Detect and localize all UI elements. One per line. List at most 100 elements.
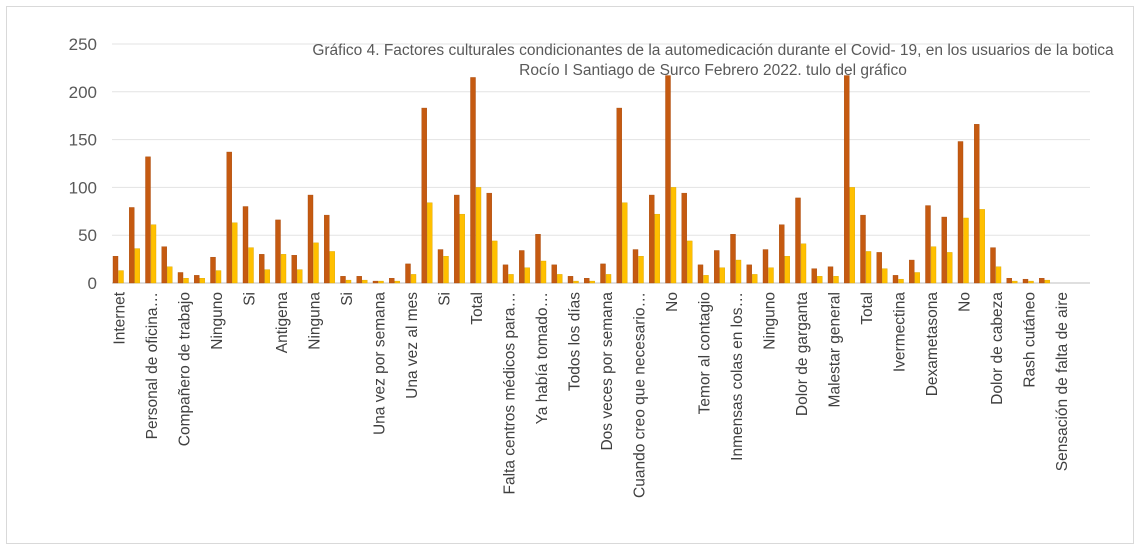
bar-yellow [589, 280, 595, 284]
x-tick-label: Rash cutáneo [1022, 292, 1039, 388]
x-tick-label: Cuando creo que necesario… [632, 292, 649, 498]
bar-yellow [394, 280, 400, 284]
bar-orange [389, 278, 395, 284]
bar-orange [827, 266, 834, 284]
bar-yellow [540, 260, 547, 284]
bar-yellow [573, 280, 579, 284]
bar-yellow [865, 251, 872, 284]
bar-orange [649, 194, 655, 284]
x-tick-label: Falta centros médicos para… [502, 292, 519, 494]
bar-yellow [524, 267, 530, 284]
x-tick-label: Compañero de trabajo [177, 292, 194, 446]
bar-orange [194, 275, 200, 284]
bar-yellow [199, 278, 205, 284]
bar-orange [730, 234, 736, 284]
bar-yellow [134, 248, 140, 284]
bar-orange [925, 205, 931, 284]
bar-orange [356, 276, 362, 284]
bars [112, 75, 1050, 284]
x-tick-label: Ninguna [307, 292, 324, 350]
bar-orange [584, 278, 590, 284]
bar-orange [957, 141, 964, 284]
x-tick-label: Si [339, 292, 356, 306]
bar-orange [275, 219, 281, 284]
bar-yellow [752, 274, 758, 284]
bar-yellow [183, 278, 189, 284]
bar-orange [795, 197, 801, 284]
y-tick-label: 0 [88, 274, 97, 293]
x-tick-label: Total [859, 292, 876, 325]
x-tick-label: Todos los días [567, 292, 584, 391]
bar-orange [762, 249, 769, 284]
y-tick-label: 250 [69, 35, 97, 54]
bar-yellow [508, 274, 514, 284]
bar-orange [307, 194, 314, 284]
bar-yellow [329, 251, 335, 284]
x-tick-label: Ya había tomado… [534, 292, 551, 424]
bar-orange [421, 107, 427, 284]
bar-orange [892, 275, 899, 284]
bar-yellow [638, 256, 644, 284]
bar-orange [1022, 278, 1029, 284]
bar-yellow [687, 240, 693, 284]
bar-yellow [719, 267, 725, 284]
y-axis: 0 50 100 150 200 250 [69, 35, 97, 293]
bar-yellow [833, 276, 839, 284]
bar-orange [226, 151, 232, 284]
x-tick-label: Si [437, 292, 454, 306]
bar-yellow [280, 254, 287, 284]
bar-yellow [232, 222, 238, 284]
bar-yellow [150, 224, 157, 284]
bar-orange [259, 254, 265, 284]
bar-orange [519, 250, 525, 284]
bar-orange [616, 107, 622, 284]
bar-yellow [362, 279, 368, 284]
x-axis: Internet Personal de oficina… Compañero de… [112, 291, 1072, 498]
bar-yellow [784, 256, 790, 284]
bar-orange [632, 249, 639, 284]
bar-orange [779, 224, 785, 284]
x-tick-label: Sensación de falta de aire [1054, 292, 1071, 471]
x-tick-label: Si [242, 292, 259, 306]
bar-orange [909, 259, 915, 284]
bar-yellow [914, 272, 920, 284]
bar-orange [600, 263, 606, 284]
bar-yellow [882, 268, 888, 284]
bar-orange [486, 192, 492, 284]
x-tick-label: Dexametasona [924, 292, 941, 397]
x-tick-label: Una vez por semana [372, 292, 389, 435]
bar-orange [811, 268, 817, 284]
bar-orange [567, 276, 574, 284]
x-tick-label: Dos veces por semana [599, 292, 616, 451]
bar-orange [876, 252, 882, 284]
bar-orange [535, 234, 541, 284]
bar-orange [161, 246, 167, 284]
bar-yellow [345, 279, 352, 284]
bar-yellow [622, 202, 628, 284]
x-tick-label: Malestar general [827, 292, 844, 407]
x-tick-label: Personal de oficina… [144, 292, 161, 439]
x-tick-label: Dolor de cabeza [989, 292, 1006, 405]
bar-orange [844, 75, 850, 284]
bar-orange [177, 272, 184, 284]
bar-orange [1006, 278, 1012, 284]
bar-orange [941, 216, 947, 284]
bar-yellow [1044, 279, 1050, 284]
bar-yellow [605, 274, 612, 284]
bar-yellow [800, 243, 807, 284]
bar-orange [454, 194, 460, 284]
bar-yellow [118, 270, 124, 284]
bar-orange [502, 264, 509, 284]
bar-yellow [849, 187, 855, 284]
bar-yellow [930, 246, 937, 284]
bar-orange [1039, 278, 1045, 284]
bar-orange [665, 75, 671, 284]
bar-orange [145, 156, 151, 284]
x-tick-label: Temor al contagio [697, 292, 714, 414]
x-tick-label: No [664, 292, 681, 312]
bar-orange [437, 249, 444, 284]
bar-yellow [995, 266, 1002, 284]
x-tick-label: Ivermectina [892, 292, 909, 372]
bar-orange [697, 264, 704, 284]
